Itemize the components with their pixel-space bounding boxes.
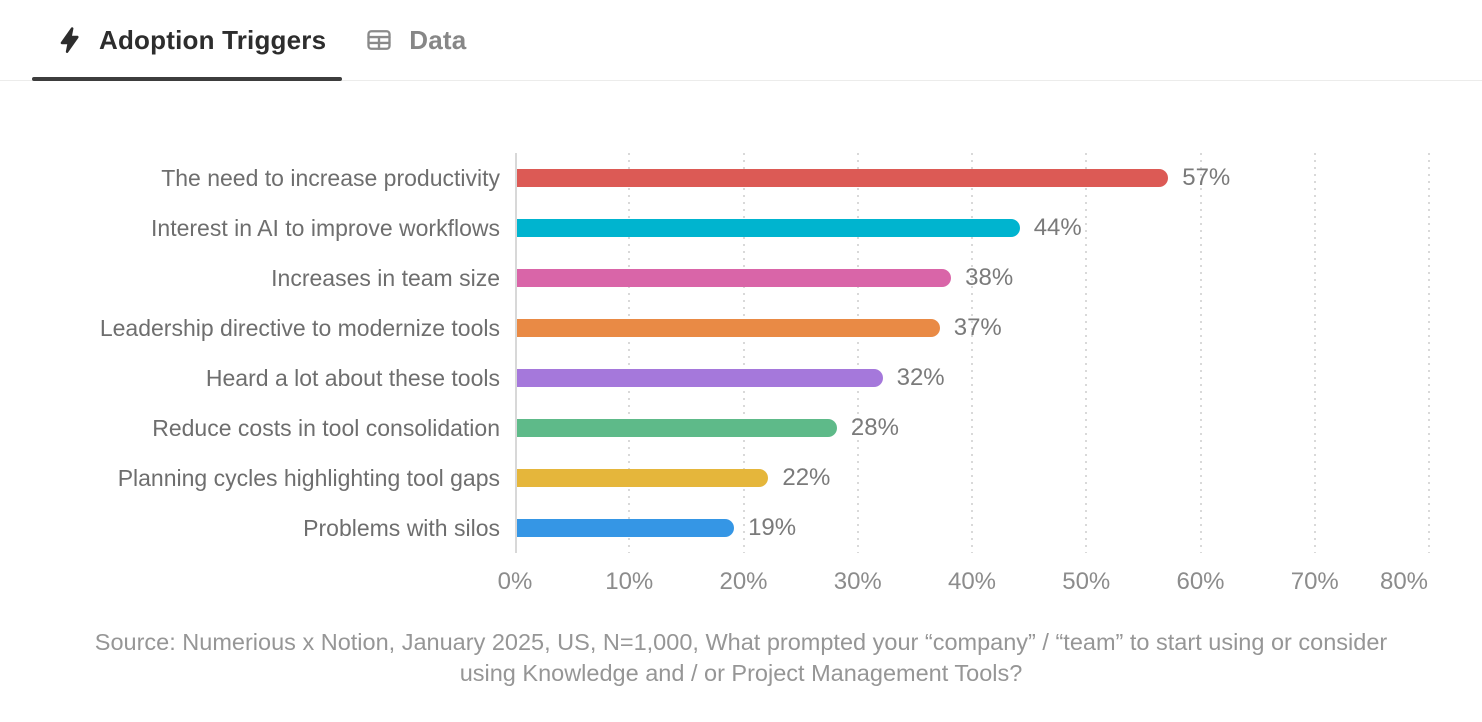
- bar: [517, 319, 940, 337]
- bar: [517, 419, 837, 437]
- bar-value-label: 28%: [850, 414, 899, 441]
- tab-label: Data: [409, 24, 467, 55]
- category-label: Problems with silos: [303, 515, 500, 541]
- bar-value-label: 19%: [748, 514, 797, 541]
- bar-row: 22%: [517, 453, 1429, 503]
- x-tick-label: 20%: [719, 568, 768, 595]
- gridline: [1428, 153, 1430, 553]
- bar-chart: The need to increase productivity Interes…: [0, 81, 1482, 722]
- tab-label: Adoption Triggers: [99, 24, 327, 55]
- tab-adoption-triggers[interactable]: Adoption Triggers: [32, 0, 343, 81]
- source-caption-wrap: Source: Numerious x Notion, January 2025…: [0, 627, 1482, 689]
- bar-value-label: 37%: [953, 314, 1002, 341]
- lightning-icon: [54, 25, 84, 55]
- plot-area: 57% 44% 38% 37% 32% 28% 22% 19%: [515, 153, 1430, 553]
- category-axis: The need to increase productivity Interes…: [0, 153, 515, 553]
- x-tick-label: 70%: [1290, 568, 1339, 595]
- gridline: [742, 153, 745, 553]
- bar-row: 44%: [517, 203, 1429, 253]
- category-label: The need to increase productivity: [161, 165, 500, 191]
- bar-value-label: 57%: [1182, 164, 1231, 191]
- category-label: Interest in AI to improve workflows: [151, 215, 500, 241]
- x-tick-label: 10%: [605, 568, 654, 595]
- x-tick-label: 80%: [1379, 568, 1429, 595]
- x-tick-label: 50%: [1062, 568, 1111, 595]
- gridline: [971, 153, 973, 553]
- source-caption: Source: Numerious x Notion, January 2025…: [94, 629, 1388, 686]
- tab-data[interactable]: Data: [354, 0, 482, 80]
- category-label: Increases in team size: [271, 265, 500, 291]
- bar-value-label: 38%: [965, 264, 1014, 291]
- bar: [517, 219, 1020, 237]
- bar: [517, 369, 883, 387]
- table-icon: [364, 25, 394, 55]
- bar: [517, 269, 952, 287]
- bar: [517, 169, 1169, 187]
- bar: [517, 519, 735, 537]
- category-label: Leadership directive to modernize tools: [99, 315, 500, 341]
- bar-value-label: 44%: [1033, 214, 1082, 241]
- bar-row: 28%: [517, 403, 1429, 453]
- category-label: Reduce costs in tool consolidation: [152, 415, 500, 441]
- x-tick-label: 40%: [947, 568, 997, 595]
- tab-bar: Adoption Triggers Data: [0, 0, 1482, 81]
- bar-row: 32%: [517, 353, 1429, 403]
- bar-row: 38%: [517, 253, 1429, 303]
- category-label: Heard a lot about these tools: [205, 365, 500, 391]
- gridline: [628, 153, 631, 553]
- gridline: [1313, 153, 1316, 553]
- bar-row: 57%: [517, 153, 1429, 203]
- bar-row: 37%: [517, 303, 1429, 353]
- bar: [517, 469, 769, 487]
- gridline: [1085, 153, 1088, 553]
- x-tick-label: 60%: [1176, 568, 1225, 595]
- bar-value-label: 32%: [896, 364, 945, 391]
- bar-value-label: 22%: [782, 464, 831, 491]
- gridline: [1199, 153, 1202, 553]
- bar-row: 19%: [517, 503, 1429, 553]
- gridline: [856, 153, 859, 553]
- category-label: Planning cycles highlighting tool gaps: [117, 465, 500, 491]
- x-tick-label: 0%: [497, 568, 533, 595]
- x-axis: 0% 10% 20% 30% 40% 50% 60% 70% 80%: [498, 568, 1429, 602]
- x-tick-label: 30%: [833, 568, 882, 595]
